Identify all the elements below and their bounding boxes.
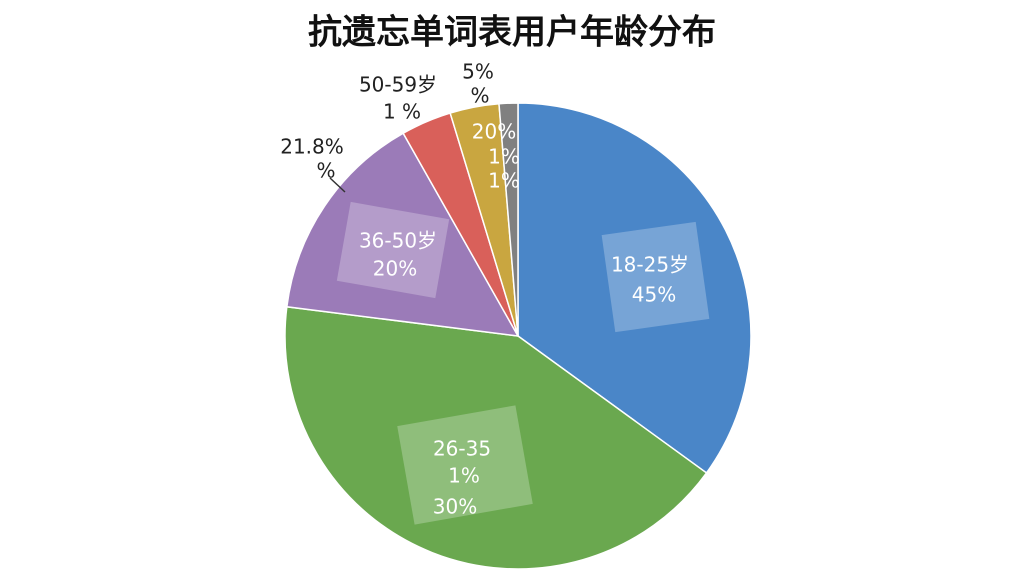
data-label: 45% [632, 283, 676, 307]
pie-slice [284, 305, 708, 570]
data-label: 1% [448, 464, 480, 488]
data-label: 21.8% [280, 135, 344, 159]
data-label: 20% [472, 120, 516, 144]
data-label: 30% [433, 495, 477, 519]
data-label: 50-59岁 [359, 73, 437, 97]
chart-title: 抗遗忘单词表用户年龄分布 [308, 13, 716, 53]
label-box [397, 405, 533, 525]
data-label: 1% [488, 145, 520, 169]
data-label: 20% [373, 257, 417, 281]
leader-line [329, 177, 346, 193]
data-label: 18-25岁 [611, 253, 689, 277]
label-box [601, 221, 710, 333]
data-label: 1% [488, 169, 520, 193]
data-label: % [470, 84, 489, 108]
label-box [336, 201, 450, 299]
pie-slice [517, 102, 752, 475]
data-label: 26-35 [433, 437, 491, 461]
data-label: % [316, 159, 335, 183]
data-label: 1 % [383, 100, 421, 124]
pie-slice [285, 132, 520, 337]
data-label: 36-50岁 [359, 229, 437, 253]
pie-slice [498, 102, 519, 337]
data-label: 5% [462, 60, 494, 84]
